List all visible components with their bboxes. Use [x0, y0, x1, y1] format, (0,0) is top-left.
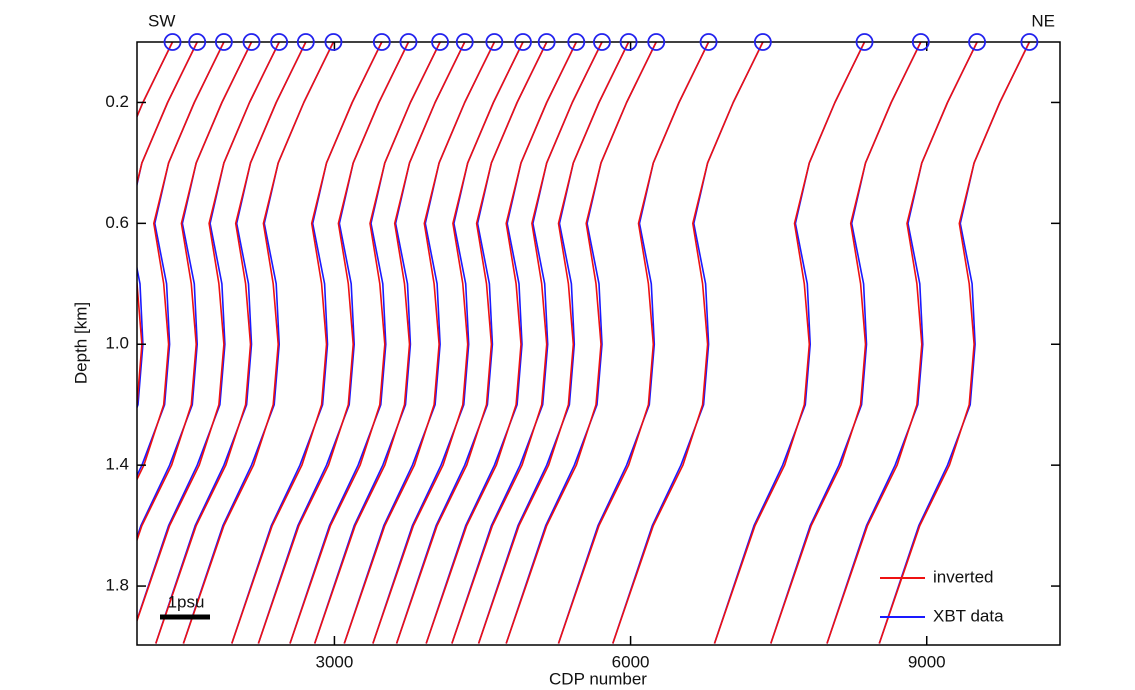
- station-marker: [911, 33, 930, 51]
- profile-line: [770, 42, 922, 644]
- station-marker: [647, 33, 666, 51]
- profile-line: [289, 42, 441, 644]
- annotation-ne: NE: [1031, 11, 1055, 30]
- profile-line: [182, 42, 335, 644]
- station-marker: [593, 33, 611, 51]
- profile-line: [612, 42, 764, 644]
- y-tick-label: 0.2: [105, 92, 129, 111]
- station-marker: [485, 33, 504, 51]
- station-marker: [968, 33, 986, 51]
- annotation-sw: SW: [148, 11, 175, 30]
- station-marker: [163, 33, 182, 51]
- profile-line: [313, 42, 466, 644]
- y-tick-label: 1.8: [105, 576, 129, 595]
- profile-line: [137, 42, 280, 623]
- station-marker: [188, 33, 207, 51]
- profile-line: [137, 42, 198, 408]
- profile-line: [505, 42, 657, 644]
- profile-line: [451, 42, 603, 644]
- station-marker: [214, 33, 233, 51]
- y-axis-label: Depth [km]: [71, 302, 90, 384]
- profile-line: [878, 42, 1031, 644]
- profile-line: [477, 42, 630, 644]
- profile-line: [313, 42, 466, 644]
- y-tick-label: 1.0: [105, 334, 129, 353]
- station-marker: [242, 33, 261, 51]
- profile-line: [612, 42, 764, 644]
- station-marker: [399, 33, 418, 51]
- station-marker: [270, 33, 289, 51]
- profile-line: [425, 42, 578, 644]
- profile-line: [289, 42, 441, 644]
- profile-line: [713, 42, 866, 644]
- profile-line: [557, 42, 710, 644]
- x-axis-label: CDP number: [549, 669, 647, 688]
- profile-line: [477, 42, 630, 644]
- profile-line: [137, 42, 225, 482]
- profile-line: [395, 42, 548, 644]
- station-marker: [855, 33, 874, 51]
- profile-line: [137, 42, 225, 478]
- profile-line: [155, 42, 307, 644]
- station-marker: [619, 33, 638, 51]
- station-marker: [537, 33, 556, 51]
- profile-line: [137, 42, 174, 119]
- profile-line: [826, 42, 978, 644]
- y-tick-label: 0.6: [105, 213, 129, 232]
- station-marker: [567, 33, 586, 51]
- profile-line: [451, 42, 603, 644]
- profile-line: [770, 42, 922, 644]
- profile-line: [155, 42, 307, 644]
- x-tick-label: 9000: [908, 652, 946, 671]
- axes-frame: [136, 41, 1061, 646]
- profile-line: [231, 42, 383, 644]
- profile-line: [137, 42, 280, 623]
- profile-line: [826, 42, 978, 644]
- station-marker: [753, 33, 772, 51]
- profile-line: [372, 42, 524, 644]
- station-marker: [514, 33, 532, 51]
- station-marker: [1020, 33, 1039, 51]
- profile-line: [557, 42, 710, 644]
- profile-line: [713, 42, 866, 644]
- profile-line: [343, 42, 496, 644]
- y-tick-label: 1.4: [105, 455, 129, 474]
- station-marker: [296, 33, 315, 51]
- profile-line: [231, 42, 383, 644]
- profile-line: [505, 42, 657, 644]
- profile-line: [257, 42, 410, 644]
- legend-label: XBT data: [933, 606, 1004, 625]
- legend-label: inverted: [933, 567, 993, 586]
- station-marker: [324, 33, 343, 51]
- profile-line: [372, 42, 524, 644]
- profile-line: [395, 42, 548, 644]
- station-marker: [431, 33, 449, 51]
- station-marker: [699, 33, 718, 51]
- plot-area: [137, 42, 1031, 644]
- scale-bar-label: 1psu: [168, 592, 205, 611]
- station-marker: [372, 33, 391, 51]
- profile-line: [425, 42, 578, 644]
- profile-line: [137, 42, 174, 119]
- profile-line: [137, 42, 253, 543]
- profile-line: [182, 42, 335, 644]
- x-tick-label: 6000: [612, 652, 650, 671]
- profile-line: [878, 42, 1031, 644]
- x-tick-label: 3000: [316, 652, 354, 671]
- station-marker: [455, 33, 474, 51]
